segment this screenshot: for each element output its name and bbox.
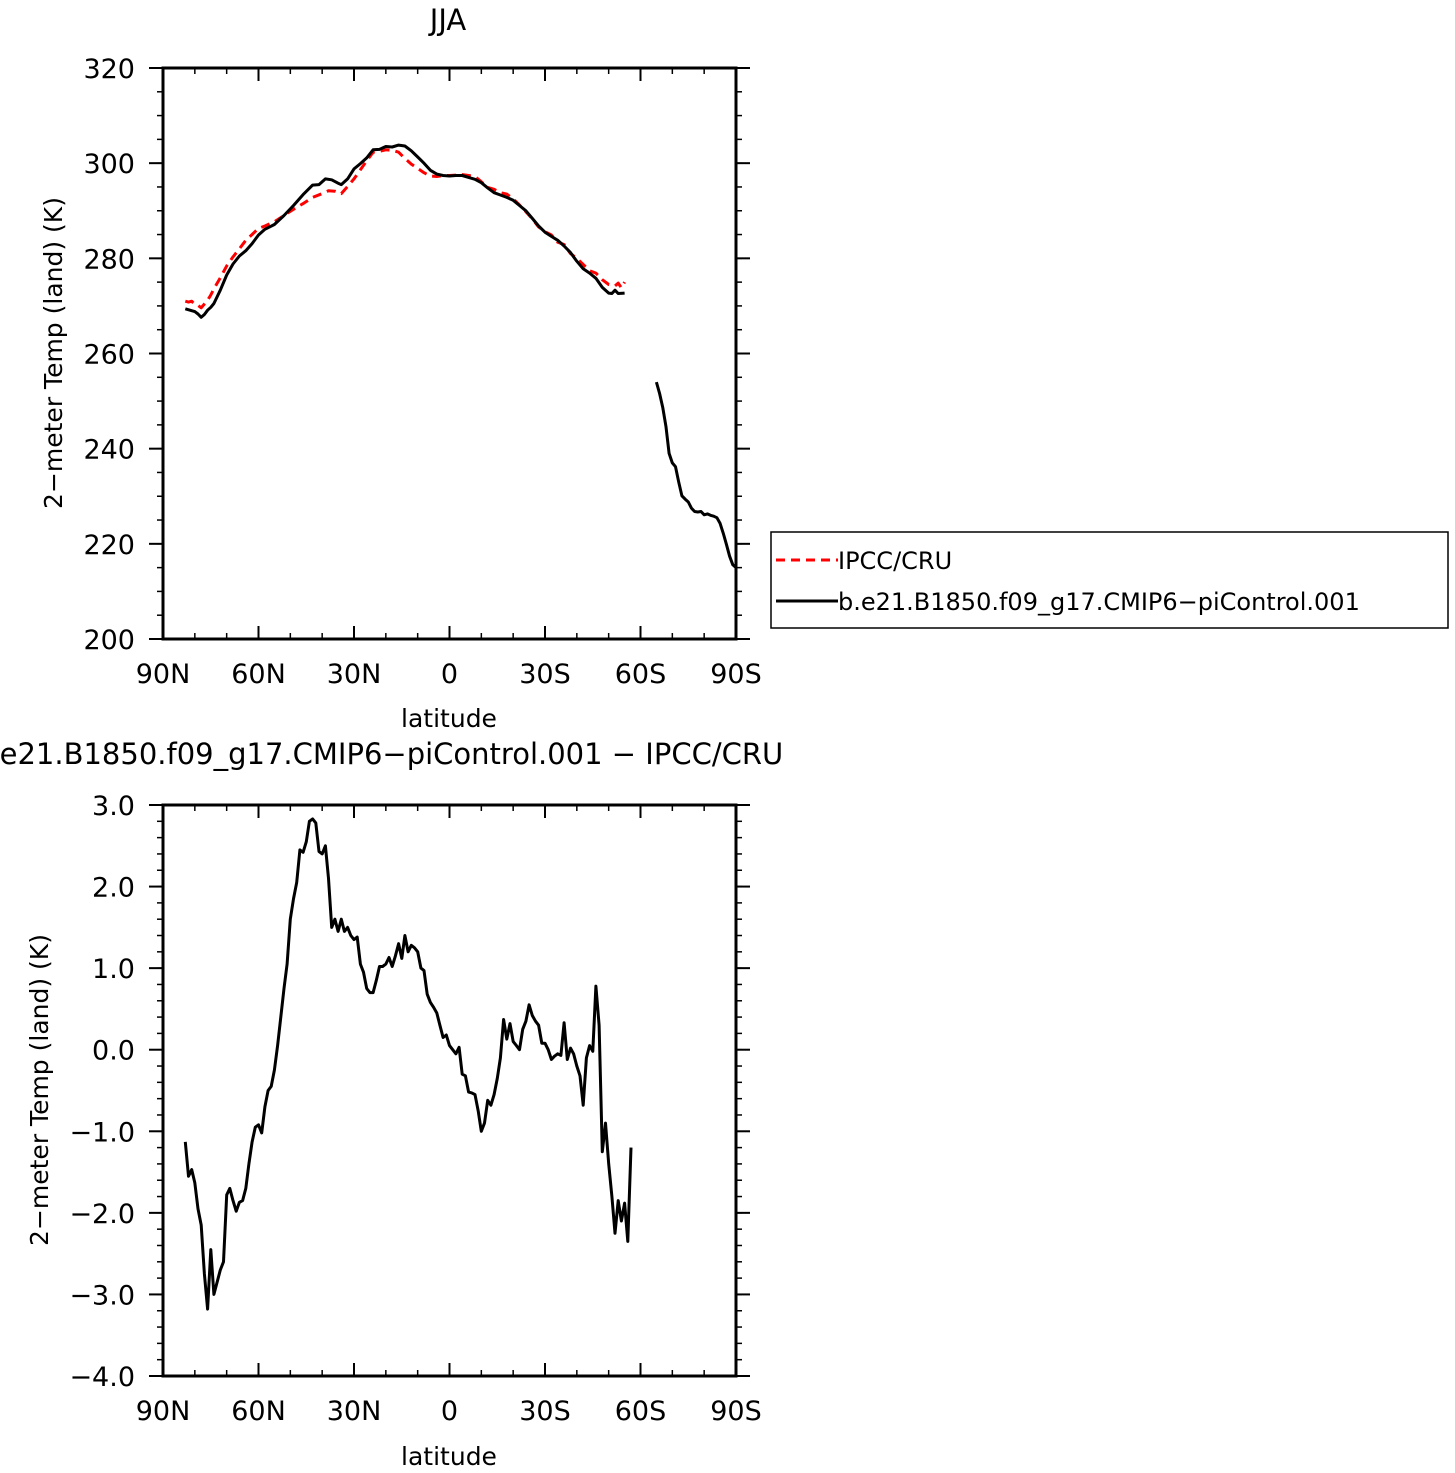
plot-frame [161, 66, 738, 641]
y-tick-label: 300 [83, 149, 135, 180]
y-tick-label: 220 [83, 530, 135, 561]
x-tick-label: 60S [615, 1396, 667, 1427]
x-tick-label: 60S [615, 659, 667, 690]
plot-frame [161, 803, 738, 1378]
series-line [654, 381, 737, 569]
y-tick-label: 1.0 [92, 954, 135, 985]
y-tick-label: 2.0 [92, 873, 135, 904]
plot-title: b.e21.B1850.f09_g17.CMIP6−piControl.001 … [0, 737, 783, 771]
x-tick-label: 30S [519, 659, 571, 690]
x-tick-label: 60N [231, 659, 286, 690]
x-axis-title: latitude [401, 704, 497, 733]
series-line [183, 817, 633, 1311]
axis-ticks: 90N 60N 30N 0 30S 60S 90S 200 220 240 260 280 300 320 [83, 54, 761, 690]
legend-label-ipcc-cru: IPCC/CRU [838, 547, 952, 575]
y-axis-title: 2−meter Temp (land) (K) [25, 934, 54, 1246]
y-tick-label: −1.0 [69, 1117, 135, 1148]
y-tick-label: 320 [83, 54, 135, 85]
x-tick-label: 90N [136, 1396, 191, 1427]
y-tick-label: 260 [83, 340, 135, 371]
x-tick-label: 60N [231, 1396, 286, 1427]
x-axis-title: latitude [401, 1442, 497, 1471]
plot-title: JJA [428, 3, 467, 37]
y-axis-title: 2−meter Temp (land) (K) [39, 197, 68, 509]
y-tick-label: 280 [83, 244, 135, 275]
x-tick-label: 90S [710, 1396, 762, 1427]
y-tick-label: 200 [83, 625, 135, 656]
x-tick-label: 90N [136, 659, 191, 690]
x-tick-label: 90S [710, 659, 762, 690]
x-tick-label: 0 [441, 1396, 458, 1427]
legend-label-model: b.e21.B1850.f09_g17.CMIP6−piControl.001 [838, 588, 1360, 616]
series-lines [183, 817, 633, 1311]
legend-box [770, 531, 1449, 629]
x-tick-label: 30N [327, 659, 382, 690]
x-tick-label: 30N [327, 1396, 382, 1427]
series-line [184, 143, 625, 319]
y-tick-label: 3.0 [92, 791, 135, 822]
x-tick-label: 30S [519, 1396, 571, 1427]
y-tick-label: −2.0 [69, 1199, 135, 1230]
y-tick-label: 0.0 [92, 1036, 135, 1067]
series-line [184, 148, 626, 310]
series-lines [184, 143, 737, 569]
y-tick-label: 240 [83, 435, 135, 466]
difference-plot: b.e21.B1850.f09_g17.CMIP6−piControl.001 … [0, 737, 783, 1471]
temperature-plot: JJA 90N 60N 30N 0 30S 60S 90S 200 220 240 260 280 30… [39, 3, 1449, 733]
y-tick-label: −3.0 [69, 1280, 135, 1311]
axis-ticks: 90N 60N 30N 0 30S 60S 90S −4.0 −3.0 −2.0 −1.0 0.0 1.… [69, 791, 761, 1427]
y-tick-label: −4.0 [69, 1362, 135, 1393]
legend: IPCC/CRU b.e21.B1850.f09_g17.CMIP6−piCon… [770, 531, 1449, 629]
x-tick-label: 0 [441, 659, 458, 690]
